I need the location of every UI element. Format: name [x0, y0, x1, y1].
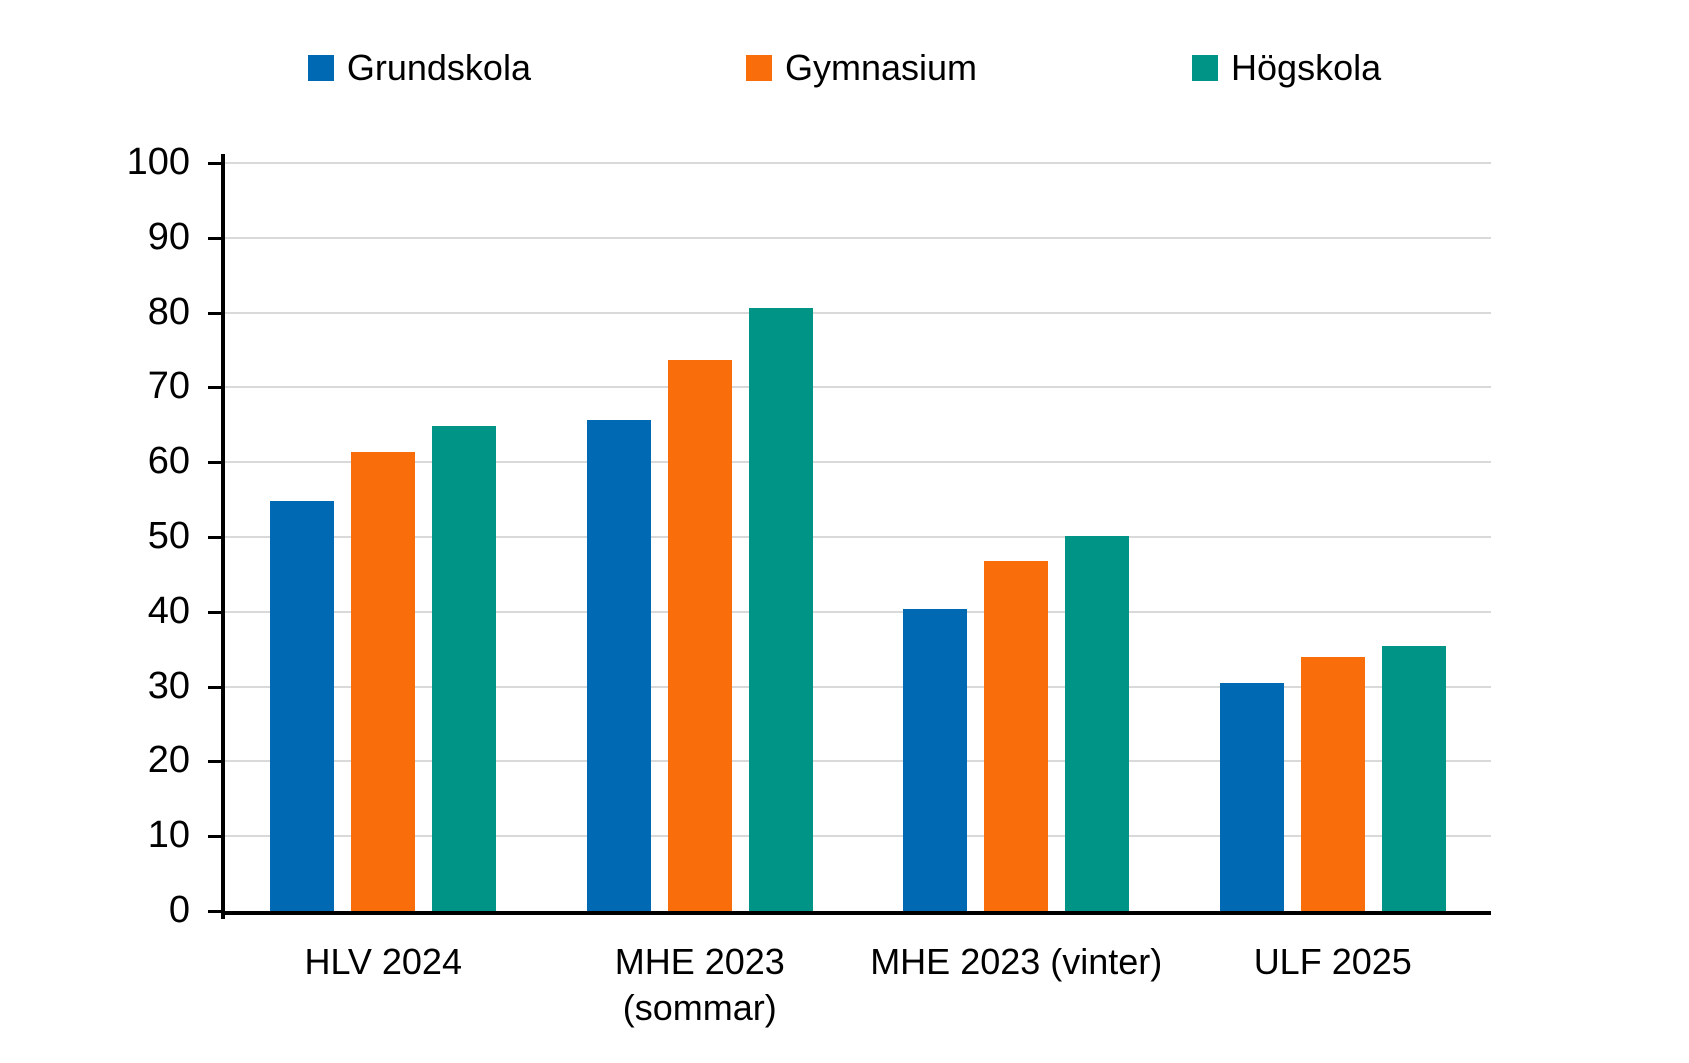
y-axis-tick: [208, 162, 225, 165]
legend-item-gymnasium: Gymnasium: [745, 47, 978, 88]
legend-swatch-icon: [307, 55, 334, 81]
x-category-label-line: MHE 2023: [614, 941, 785, 982]
bar-högskola-hlv-2024: [432, 425, 497, 911]
y-tick-label: 60: [147, 440, 190, 483]
bar-högskola-mhe-2023-sommar: [748, 308, 813, 911]
y-tick-label: 30: [147, 664, 190, 707]
y-tick-label: 70: [147, 365, 190, 408]
bar-gymnasium-mhe-2023-vinter: [984, 560, 1049, 911]
y-tick-label: 100: [126, 141, 190, 183]
y-axis-tick: [208, 610, 225, 614]
y-tick-label: 50: [147, 515, 190, 557]
gridline-y30: [225, 685, 1491, 688]
y-axis-tick: [208, 311, 225, 315]
x-category-label-hlv-2024: HLV 2024: [203, 939, 563, 985]
y-tick-label: 10: [147, 814, 190, 857]
x-axis-line: [221, 911, 1491, 915]
legend-label: Gymnasium: [784, 47, 978, 88]
x-category-label-line: HLV 2024: [304, 941, 462, 982]
bar-högskola-ulf-2025: [1381, 646, 1446, 911]
bar-grundskola-mhe-2023-vinter: [903, 608, 968, 911]
legend-label: Högskola: [1231, 47, 1382, 88]
gridline-y10: [225, 835, 1491, 838]
y-tick-label: 90: [147, 215, 190, 258]
legend-item-högskola: Högskola: [1192, 48, 1381, 88]
legend-item-grundskola: Grundskola: [307, 47, 531, 88]
y-tick-label: 0: [168, 889, 190, 931]
gridline-y60: [225, 461, 1491, 464]
x-category-label-line: (sommar): [622, 987, 777, 1028]
x-category-label-line: MHE 2023 (vinter): [870, 941, 1163, 982]
bar-gymnasium-ulf-2025: [1300, 656, 1365, 911]
gridline-y80: [225, 311, 1491, 314]
gridline-y50: [225, 536, 1491, 538]
bar-grundskola-ulf-2025: [1219, 682, 1284, 911]
chart-legend: Grundskola Gymnasium Högskola: [0, 48, 1689, 88]
gridline-y70: [225, 386, 1491, 389]
y-axis-tick: [208, 835, 225, 839]
y-axis-line: [221, 154, 225, 919]
gridline-y40: [225, 610, 1491, 613]
x-category-label-mhe-2023-sommar: MHE 2023 (sommar): [520, 939, 880, 1031]
y-tick-label: 20: [147, 739, 190, 782]
y-tick-label: 80: [147, 290, 190, 333]
y-axis-tick: [208, 461, 225, 465]
y-axis-tick: [208, 760, 225, 764]
y-axis-tick: [208, 910, 225, 913]
legend-label: Grundskola: [346, 47, 531, 88]
bar-grundskola-hlv-2024: [270, 501, 335, 911]
bar-högskola-mhe-2023-vinter: [1065, 536, 1130, 911]
gridline-y20: [225, 760, 1491, 763]
bar-gymnasium-mhe-2023-sommar: [667, 359, 732, 911]
x-category-label-line: ULF 2025: [1253, 941, 1412, 982]
bar-grundskola-mhe-2023-sommar: [586, 419, 651, 911]
x-category-label-mhe-2023-vinter: MHE 2023 (vinter): [836, 939, 1196, 985]
x-category-label-ulf-2025: ULF 2025: [1153, 939, 1513, 985]
y-tick-label: 40: [147, 589, 190, 632]
legend-swatch-icon: [1192, 55, 1219, 81]
legend-swatch-icon: [745, 55, 772, 81]
bar-gymnasium-hlv-2024: [351, 452, 416, 911]
y-axis-tick: [208, 236, 225, 240]
y-axis-tick: [208, 685, 225, 689]
y-axis-tick: [208, 536, 225, 539]
y-axis-tick: [208, 386, 225, 390]
gridline-y90: [225, 236, 1491, 239]
gridline-y100: [225, 162, 1491, 164]
